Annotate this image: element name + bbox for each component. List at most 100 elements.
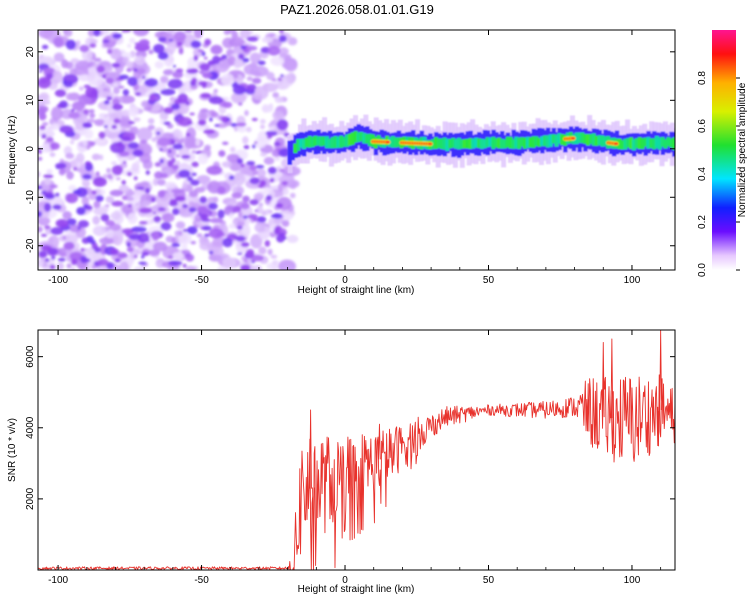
noise-blob (38, 149, 43, 155)
noise-blob (98, 131, 106, 140)
band-core (657, 137, 662, 150)
band-core (505, 136, 510, 148)
band-core (520, 137, 525, 147)
noise-blob (201, 51, 206, 57)
band-core (367, 133, 372, 147)
band-core (640, 138, 645, 150)
noise-blob (203, 56, 208, 60)
noise-blob (267, 166, 277, 175)
noise-blob (203, 129, 215, 135)
noise-blob (193, 55, 199, 62)
band-core (497, 137, 502, 149)
noise-blob (230, 92, 247, 104)
noise-blob (128, 106, 139, 117)
noise-blob (273, 227, 280, 235)
noise-blob (158, 207, 166, 211)
noise-blob (111, 161, 117, 166)
band-core (482, 139, 487, 149)
noise-blob (88, 109, 95, 113)
noise-blob (111, 200, 124, 207)
noise-blob (164, 181, 177, 189)
noise-blob (186, 127, 197, 140)
noise-blob (82, 122, 93, 129)
noise-blob (141, 75, 146, 80)
y-tick-label: 10 (25, 94, 36, 106)
noise-blob (282, 187, 289, 196)
band-core (442, 137, 447, 150)
x-tick-label: 0 (342, 275, 348, 286)
band-core (672, 137, 675, 151)
noise-blob (99, 237, 114, 245)
noise-blob (140, 58, 145, 63)
band-core (603, 136, 608, 147)
band-core (634, 138, 639, 149)
noise-blob (160, 75, 169, 83)
noise-blob (147, 124, 155, 131)
noise-blob (127, 43, 132, 49)
noise-blob (121, 109, 131, 117)
noise-blob (256, 216, 267, 223)
band-core (534, 136, 539, 147)
noise-blob (65, 152, 75, 159)
band-core (485, 137, 490, 148)
noise-blob (104, 204, 110, 208)
noise-blob (276, 119, 288, 131)
noise-blob (73, 166, 78, 171)
noise-blob (240, 223, 251, 238)
noise-blob (126, 246, 134, 253)
noise-blob (196, 150, 204, 154)
noise-blob (98, 112, 106, 119)
noise-blob (112, 82, 119, 88)
noise-blob (222, 257, 237, 269)
noise-blob (38, 156, 43, 161)
noise-blob (253, 265, 260, 270)
band-core (468, 138, 473, 149)
noise-blob (121, 195, 128, 201)
noise-blob (230, 122, 238, 127)
y-tick-label: -20 (25, 238, 36, 253)
colorbar-label: Normalized spectral amplitude (737, 82, 748, 217)
noise-blob (257, 60, 266, 66)
noise-blob (265, 130, 278, 137)
noise-blob (221, 161, 233, 168)
noise-blob (270, 214, 279, 219)
noise-blob (92, 225, 107, 237)
noise-blob (53, 37, 64, 48)
snr-y-ticks: 2000 4000 6000 (25, 345, 675, 510)
noise-blob (272, 110, 284, 121)
noise-blob (143, 106, 152, 112)
band-core (477, 138, 482, 148)
noise-blob (132, 30, 150, 37)
noise-blob (188, 207, 197, 213)
noise-blob (38, 77, 52, 89)
noise-blob (171, 243, 181, 248)
noise-blob (222, 101, 233, 109)
noise-blob (199, 70, 204, 75)
band-core (522, 137, 527, 149)
noise-blob (135, 92, 142, 96)
noise-blob (200, 93, 212, 99)
noise-blob (113, 86, 120, 95)
noise-blob (208, 228, 224, 239)
noise-blob (134, 42, 140, 45)
noise-blob (254, 209, 259, 212)
noise-blob (234, 217, 239, 221)
noise-blob (114, 258, 121, 263)
noise-blob (185, 265, 196, 270)
noise-blob (105, 196, 114, 204)
noise-blob (86, 118, 96, 124)
noise-blob (282, 266, 295, 270)
band-core (301, 138, 306, 149)
snr-panel: -100 -50 0 50 100 2000 4000 6000 Height of str… (7, 329, 676, 595)
band-core (623, 138, 628, 150)
noise-blob (55, 219, 69, 228)
noise-blob (187, 121, 193, 125)
band-core (333, 136, 338, 148)
noise-blob (159, 158, 164, 164)
noise-blob (233, 81, 238, 86)
noise-blob (254, 141, 258, 144)
x-tick-label: 50 (483, 575, 495, 586)
noise-blob (274, 96, 284, 104)
noise-blob (65, 61, 74, 70)
noise-blob (43, 202, 52, 212)
